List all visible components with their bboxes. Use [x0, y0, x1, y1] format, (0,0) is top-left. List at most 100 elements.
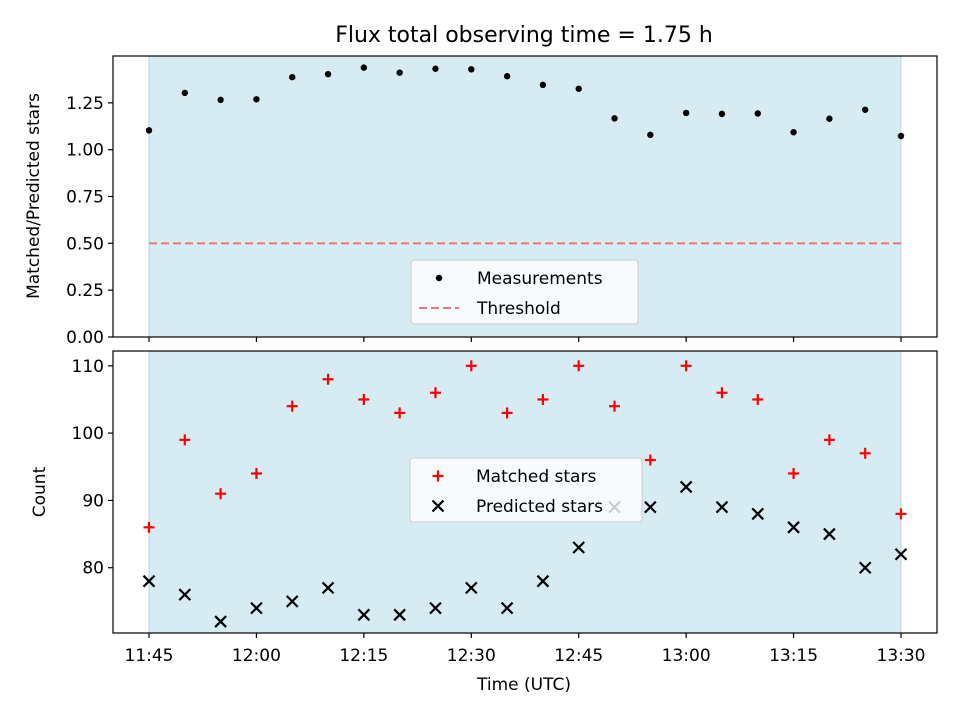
y-tick-label: 80 [82, 559, 104, 579]
legend-label: Matched stars [476, 467, 596, 487]
x-axis-label: Time (UTC) [476, 675, 571, 695]
predicted-star-point [250, 601, 263, 615]
matched-star-point [322, 373, 334, 385]
y-tick-label: 1.25 [66, 94, 104, 114]
matched-star-point [143, 521, 155, 533]
predicted-star-point [894, 547, 908, 561]
x-b [321, 581, 335, 595]
measurement-point [181, 89, 189, 97]
y-tick-label: 90 [82, 491, 104, 511]
measurement-point [468, 66, 475, 73]
x-b [429, 601, 442, 615]
measurement-point [145, 127, 153, 134]
x-b [572, 541, 585, 554]
y-tick-label: 0.00 [66, 328, 104, 348]
measurement-point [575, 85, 582, 92]
measurement-point [826, 115, 833, 122]
x-b [644, 500, 657, 514]
matched-star-point [609, 400, 621, 412]
x-b [285, 595, 299, 608]
x-tick-label: 11:45 [125, 646, 174, 666]
predicted-star-point [500, 601, 514, 615]
matched-star-point [716, 387, 728, 399]
x-tick-label: 13:15 [769, 646, 818, 666]
predicted-star-point [644, 500, 657, 514]
predicted-star-point [536, 574, 550, 588]
predicted-star-point [858, 561, 872, 574]
predicted-star-point [465, 581, 478, 595]
x-b [357, 608, 371, 622]
measurement-point [861, 106, 869, 113]
legend: Matched stars Predicted stars [409, 457, 643, 523]
x-b [500, 601, 514, 615]
matched-star-point [215, 488, 227, 500]
measurement-point [611, 115, 618, 122]
x-b [214, 615, 227, 628]
measurement-point [503, 73, 511, 80]
matched-star-point [823, 434, 835, 446]
y-tick-label: 0.75 [66, 188, 104, 208]
y-tick-label: 0.50 [66, 234, 104, 254]
measurement-point [539, 81, 547, 89]
top-y-axis-label: Matched/Predicted stars [24, 93, 44, 299]
measurement-point [432, 65, 439, 72]
measurement-point [647, 131, 654, 139]
matched-star-point [644, 454, 656, 466]
predicted-star-point [715, 500, 729, 514]
matched-star-point [179, 434, 191, 446]
measurement-point [790, 129, 797, 136]
predicted-star-point [572, 541, 585, 554]
matched-star-point [429, 387, 441, 399]
matched-star-point [788, 467, 800, 479]
measurement-point [396, 69, 403, 76]
matched-star-point [501, 407, 513, 419]
matched-star-point [394, 407, 406, 419]
x-b [715, 500, 729, 514]
x-b [178, 588, 192, 601]
matched-star-point [895, 508, 907, 520]
x-b [858, 561, 872, 574]
measurement-point [217, 96, 224, 104]
measurement-point [253, 96, 260, 103]
predicted-star-point [178, 588, 192, 601]
x-b [250, 601, 263, 615]
matched-star-point [286, 400, 298, 412]
matched-star-point [250, 467, 262, 479]
predicted-star-point [214, 615, 227, 628]
measurement-point [289, 73, 296, 81]
predicted-star-point [321, 581, 335, 595]
legend-label: Measurements [477, 269, 603, 289]
legend-marker-x-b [431, 499, 445, 513]
x-b [679, 480, 693, 494]
measurement-point [360, 64, 368, 71]
legend: Measurements Threshold [410, 259, 639, 325]
matched-star-point [358, 393, 370, 405]
y-tick-label: 1.00 [66, 141, 104, 161]
measurement-point [718, 110, 726, 118]
predicted-star-point [142, 574, 156, 588]
measurement-point [682, 109, 690, 117]
y-tick-label: 0.25 [66, 281, 104, 301]
measurement-point [897, 132, 905, 140]
matched-star-point [859, 447, 871, 459]
legend-label: Predicted stars [476, 497, 603, 517]
x-b [787, 521, 800, 534]
matched-star-point [573, 360, 585, 372]
x-tick-label: 12:45 [554, 646, 603, 666]
x-tick-label: 13:00 [662, 646, 711, 666]
predicted-star-point [429, 601, 442, 615]
x-b [536, 574, 550, 588]
measurement-point [324, 70, 332, 78]
predicted-star-point [787, 521, 800, 534]
matched-star-point [465, 360, 477, 372]
top-panel-ratio: 0.00 0.25 0.50 0.75 1.00 1.25 Measurements Thre… [66, 55, 938, 348]
y-tick-label: 110 [72, 357, 104, 377]
predicted-star-point [679, 480, 693, 494]
x-tick-label: 12:00 [232, 646, 281, 666]
x-tick-label: 12:15 [339, 646, 388, 666]
predicted-star-point [285, 595, 299, 608]
matched-star-point [752, 393, 764, 405]
bottom-panel-counts: 80 90 100 110 11:45 12:00 12:15 12:30 12:45 13:00… [72, 350, 938, 666]
axes-frame [112, 350, 938, 634]
